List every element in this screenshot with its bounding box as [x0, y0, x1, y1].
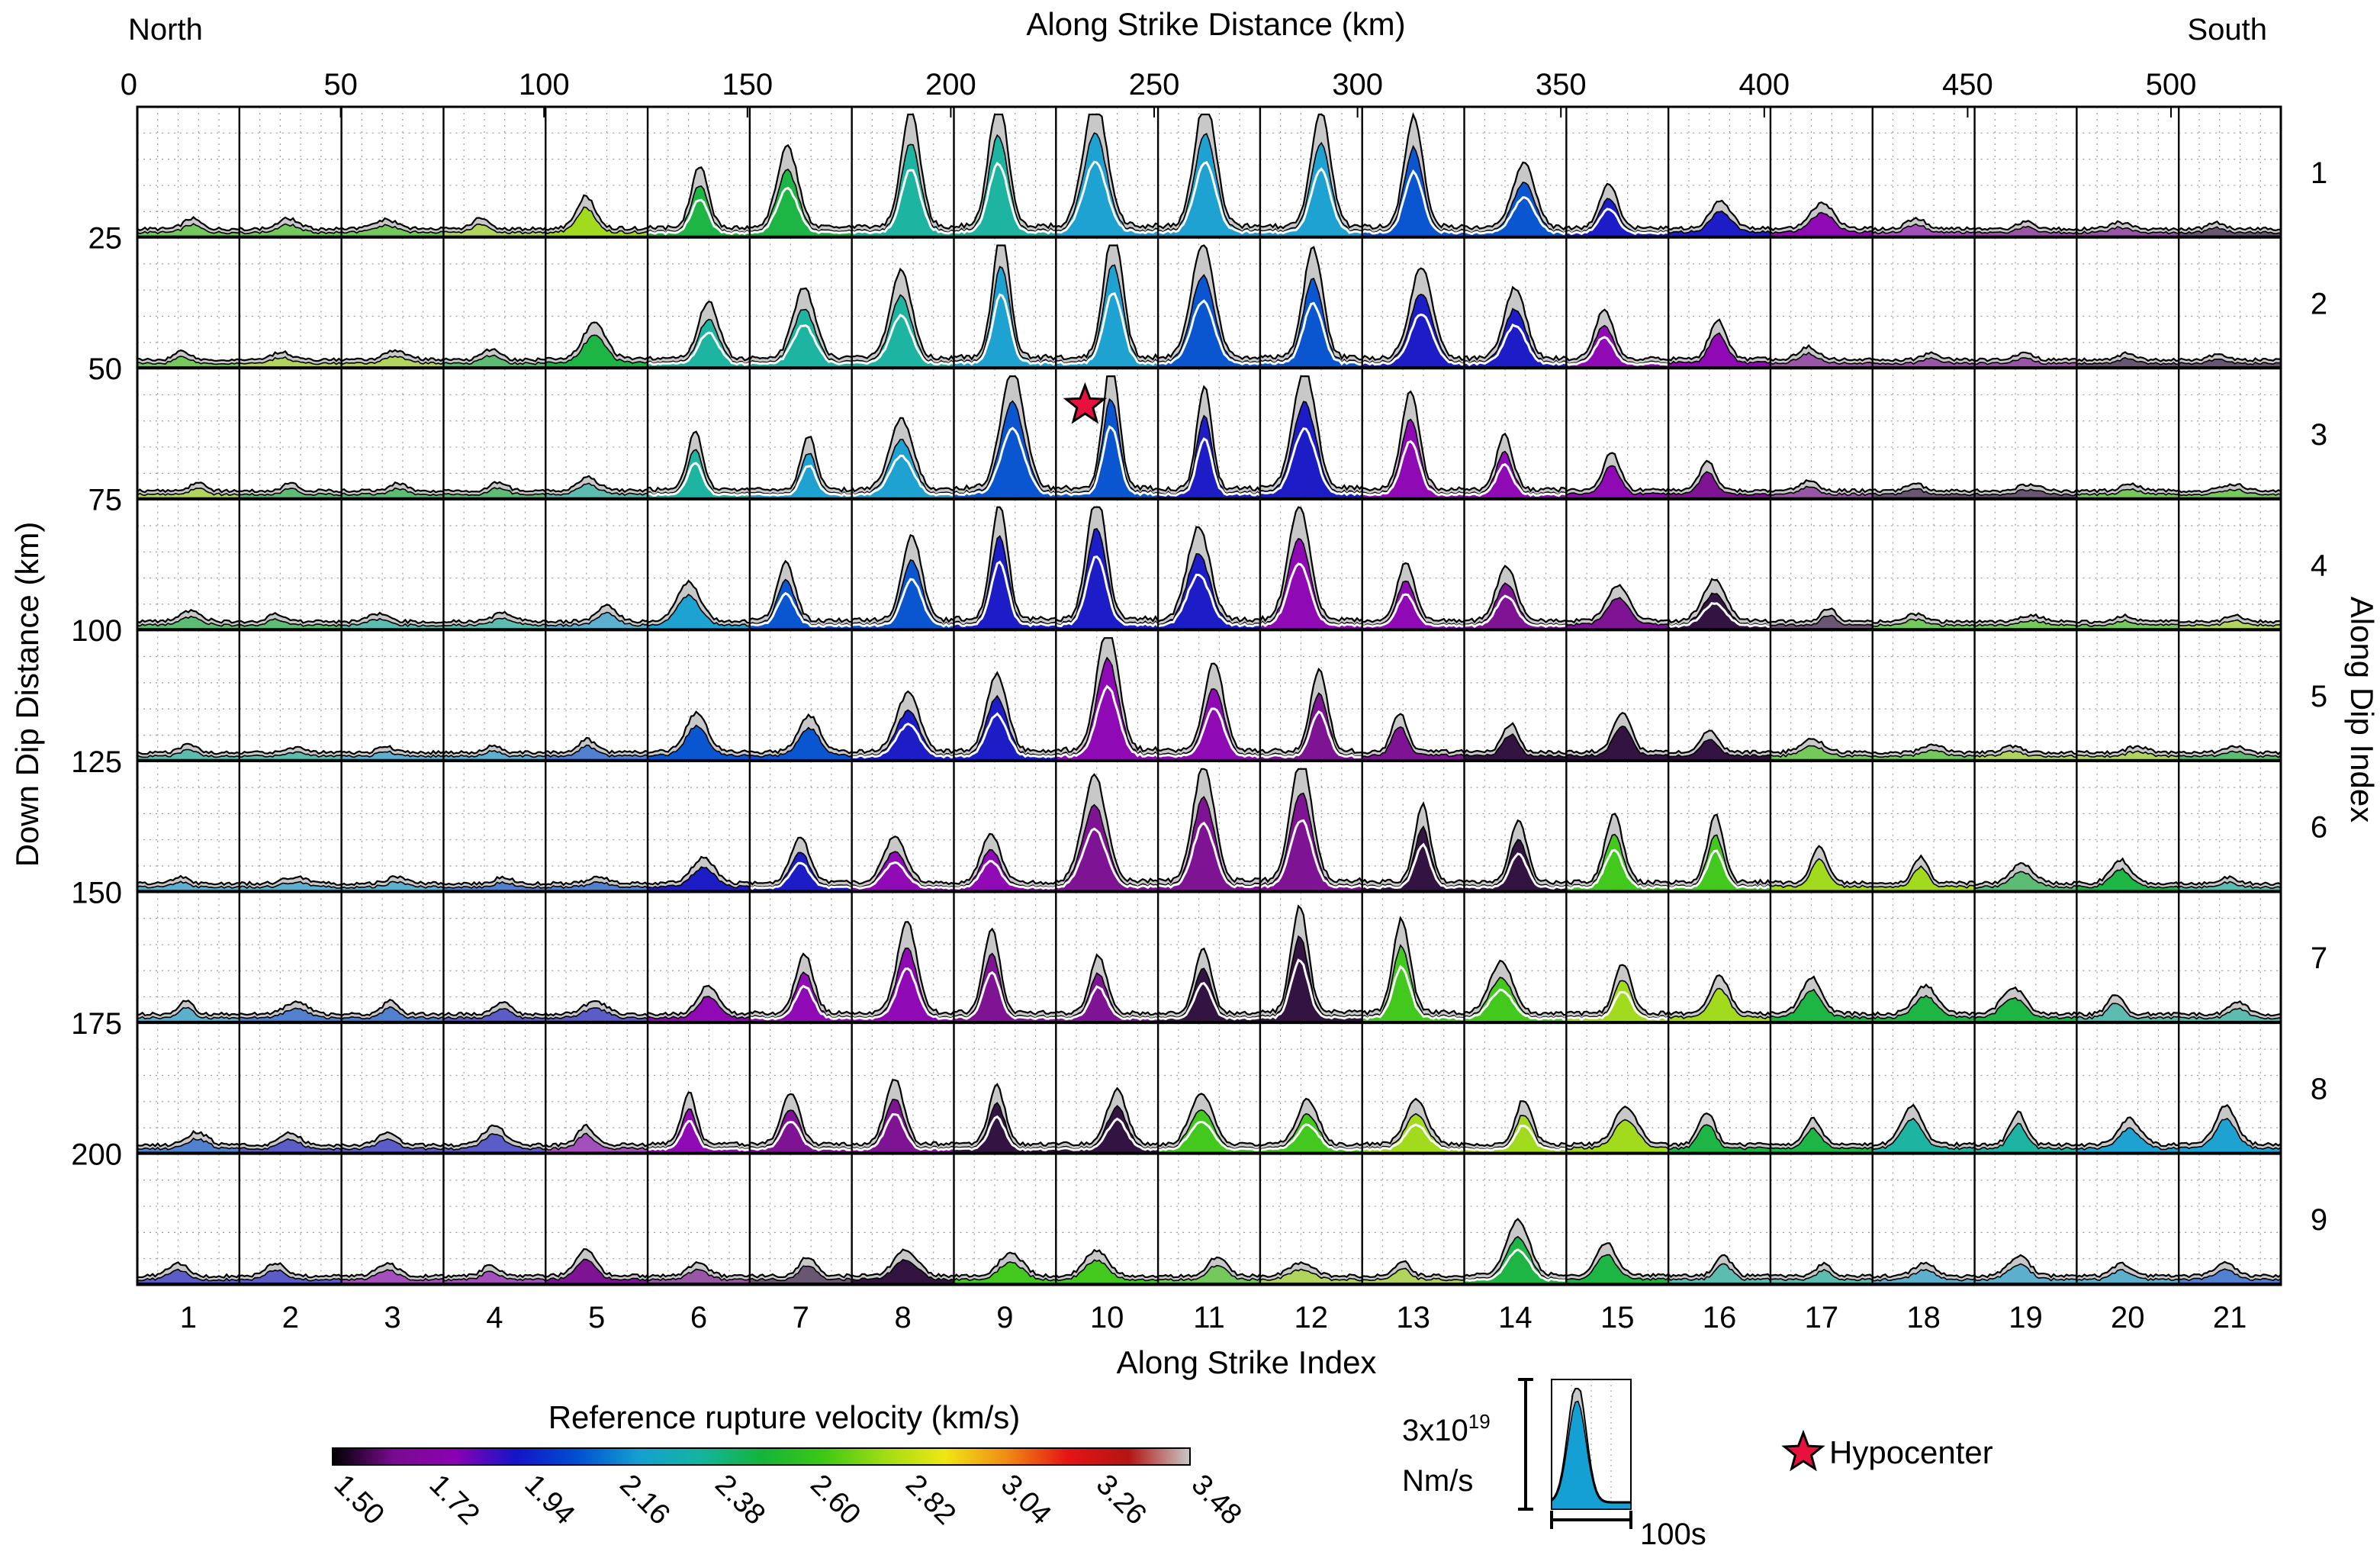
strike-index-label: 15 [1600, 1301, 1635, 1334]
strike-index-label: 7 [793, 1301, 809, 1334]
strike-index-label: 4 [486, 1301, 503, 1334]
dip-index-label: 9 [2311, 1203, 2327, 1237]
scale-time-label: 100s [1640, 1518, 1706, 1551]
strike-index-label: 6 [690, 1301, 707, 1334]
colorbar-tick-labels: 1.50 1.72 1.94 2.16 2.38 2.60 2.82 3.04 3.26 3.48 [328, 1469, 1248, 1531]
strike-index-label: 3 [384, 1301, 400, 1334]
dip-index-label: 6 [2311, 811, 2327, 845]
strike-index-label: 19 [2009, 1301, 2043, 1334]
top-tick-label: 500 [2146, 68, 2197, 101]
colorbar-tick-label: 3.26 [1090, 1469, 1153, 1531]
svg-text:3x1019: 3x1019 [1402, 1410, 1491, 1447]
dip-index-label: 7 [2311, 942, 2327, 975]
left-tick-label: 150 [71, 876, 122, 909]
left-tick-labels: 25 50 75 100 125 150 175 200 [71, 222, 122, 1172]
scale-example-waveform [1551, 1379, 1632, 1510]
top-tick-label: 250 [1129, 68, 1180, 101]
strike-index-label: 13 [1396, 1301, 1430, 1334]
top-tick-labels: 0 50 100 150 200 250 300 350 400 450 500 [121, 68, 2197, 117]
top-tick-label: 50 [323, 68, 358, 101]
colorbar-tick-label: 2.16 [613, 1469, 676, 1531]
colorbar: Reference rupture velocity (km/s) 1.50 1.… [328, 1399, 1248, 1531]
dip-index-label: 8 [2311, 1073, 2327, 1106]
colorbar-title: Reference rupture velocity (km/s) [548, 1399, 1021, 1435]
south-label: South [2187, 13, 2267, 47]
scale-moment-exponent: 19 [1468, 1410, 1491, 1433]
top-tick-label: 150 [722, 68, 773, 101]
strike-index-label: 1 [180, 1301, 197, 1334]
top-tick-label: 400 [1738, 68, 1790, 101]
hypocenter-legend-star-icon [1781, 1429, 1825, 1472]
left-tick-label: 175 [71, 1007, 122, 1041]
strike-index-label: 10 [1090, 1301, 1124, 1334]
dip-index-label: 2 [2311, 287, 2327, 320]
top-tick-label: 450 [1942, 68, 1993, 101]
left-axis-title: Down Dip Distance (km) [9, 522, 45, 868]
colorbar-tick-label: 1.50 [328, 1469, 391, 1531]
north-label: North [128, 13, 203, 47]
strike-index-label: 9 [996, 1301, 1013, 1334]
left-tick-label: 125 [71, 745, 122, 779]
top-tick-label: 0 [121, 68, 137, 101]
strike-index-label: 21 [2213, 1301, 2247, 1334]
left-tick-label: 50 [88, 352, 123, 386]
dip-index-label: 5 [2311, 680, 2327, 713]
dip-index-label: 4 [2311, 549, 2327, 582]
strike-index-label: 11 [1193, 1301, 1225, 1334]
strike-index-label: 17 [1805, 1301, 1839, 1334]
scale-amplitude-bar [1518, 1378, 1533, 1511]
strike-index-label: 18 [1906, 1301, 1941, 1334]
source-time-functions [136, 111, 2282, 1285]
strike-index-label: 16 [1703, 1301, 1737, 1334]
hypocenter-marker [1063, 381, 1108, 424]
hypocenter-legend-label: Hypocenter [1829, 1434, 1993, 1470]
left-tick-label: 100 [71, 614, 122, 648]
colorbar-tick-label: 2.60 [804, 1469, 867, 1531]
scale-time-bar [1550, 1511, 1632, 1529]
hypocenter-star-icon [1063, 381, 1108, 424]
left-tick-label: 75 [88, 484, 123, 517]
strike-index-label: 5 [588, 1301, 605, 1334]
scale-moment-mantissa: 3x10 [1402, 1414, 1468, 1447]
colorbar-tick-label: 2.38 [709, 1469, 771, 1531]
strike-index-label: 12 [1295, 1301, 1329, 1334]
strike-index-label: 20 [2111, 1301, 2145, 1334]
left-tick-label: 25 [88, 222, 123, 256]
scale-legend: 3x1019 Nm/s 100s [1402, 1378, 1706, 1551]
strike-index-label: 14 [1498, 1301, 1533, 1334]
colorbar-tick-label: 1.72 [423, 1469, 486, 1531]
colorbar-tick-label: 2.82 [899, 1469, 962, 1531]
colorbar-tick-label: 3.48 [1185, 1469, 1248, 1531]
dip-index-labels: 1 2 3 4 5 6 7 8 9 [2311, 156, 2327, 1237]
hypocenter-legend: Hypocenter [1781, 1429, 1993, 1472]
plot-frame [136, 105, 2282, 1286]
colorbar-tick-label: 3.04 [995, 1469, 1057, 1531]
bottom-axis-title: Along Strike Index [1117, 1344, 1377, 1380]
top-tick-label: 300 [1332, 68, 1383, 101]
colorbar-gradient [332, 1447, 1191, 1466]
top-axis-title: Along Strike Distance (km) [1026, 6, 1405, 42]
strike-index-labels: 1 2 3 4 5 6 7 8 9 10 11 12 13 14 15 16 17 18 19 20 21 [180, 1301, 2247, 1334]
right-axis-title: Along Dip Index [2344, 597, 2380, 823]
scale-moment-unit: Nm/s [1402, 1464, 1473, 1498]
dip-index-label: 1 [2311, 156, 2327, 190]
strike-index-label: 8 [894, 1301, 911, 1334]
top-tick-label: 100 [519, 68, 570, 101]
dip-index-label: 3 [2311, 418, 2327, 452]
top-tick-label: 200 [925, 68, 976, 101]
top-tick-label: 350 [1536, 68, 1587, 101]
strike-index-label: 2 [282, 1301, 299, 1334]
left-tick-label: 200 [71, 1138, 122, 1171]
colorbar-tick-label: 1.94 [518, 1469, 581, 1531]
